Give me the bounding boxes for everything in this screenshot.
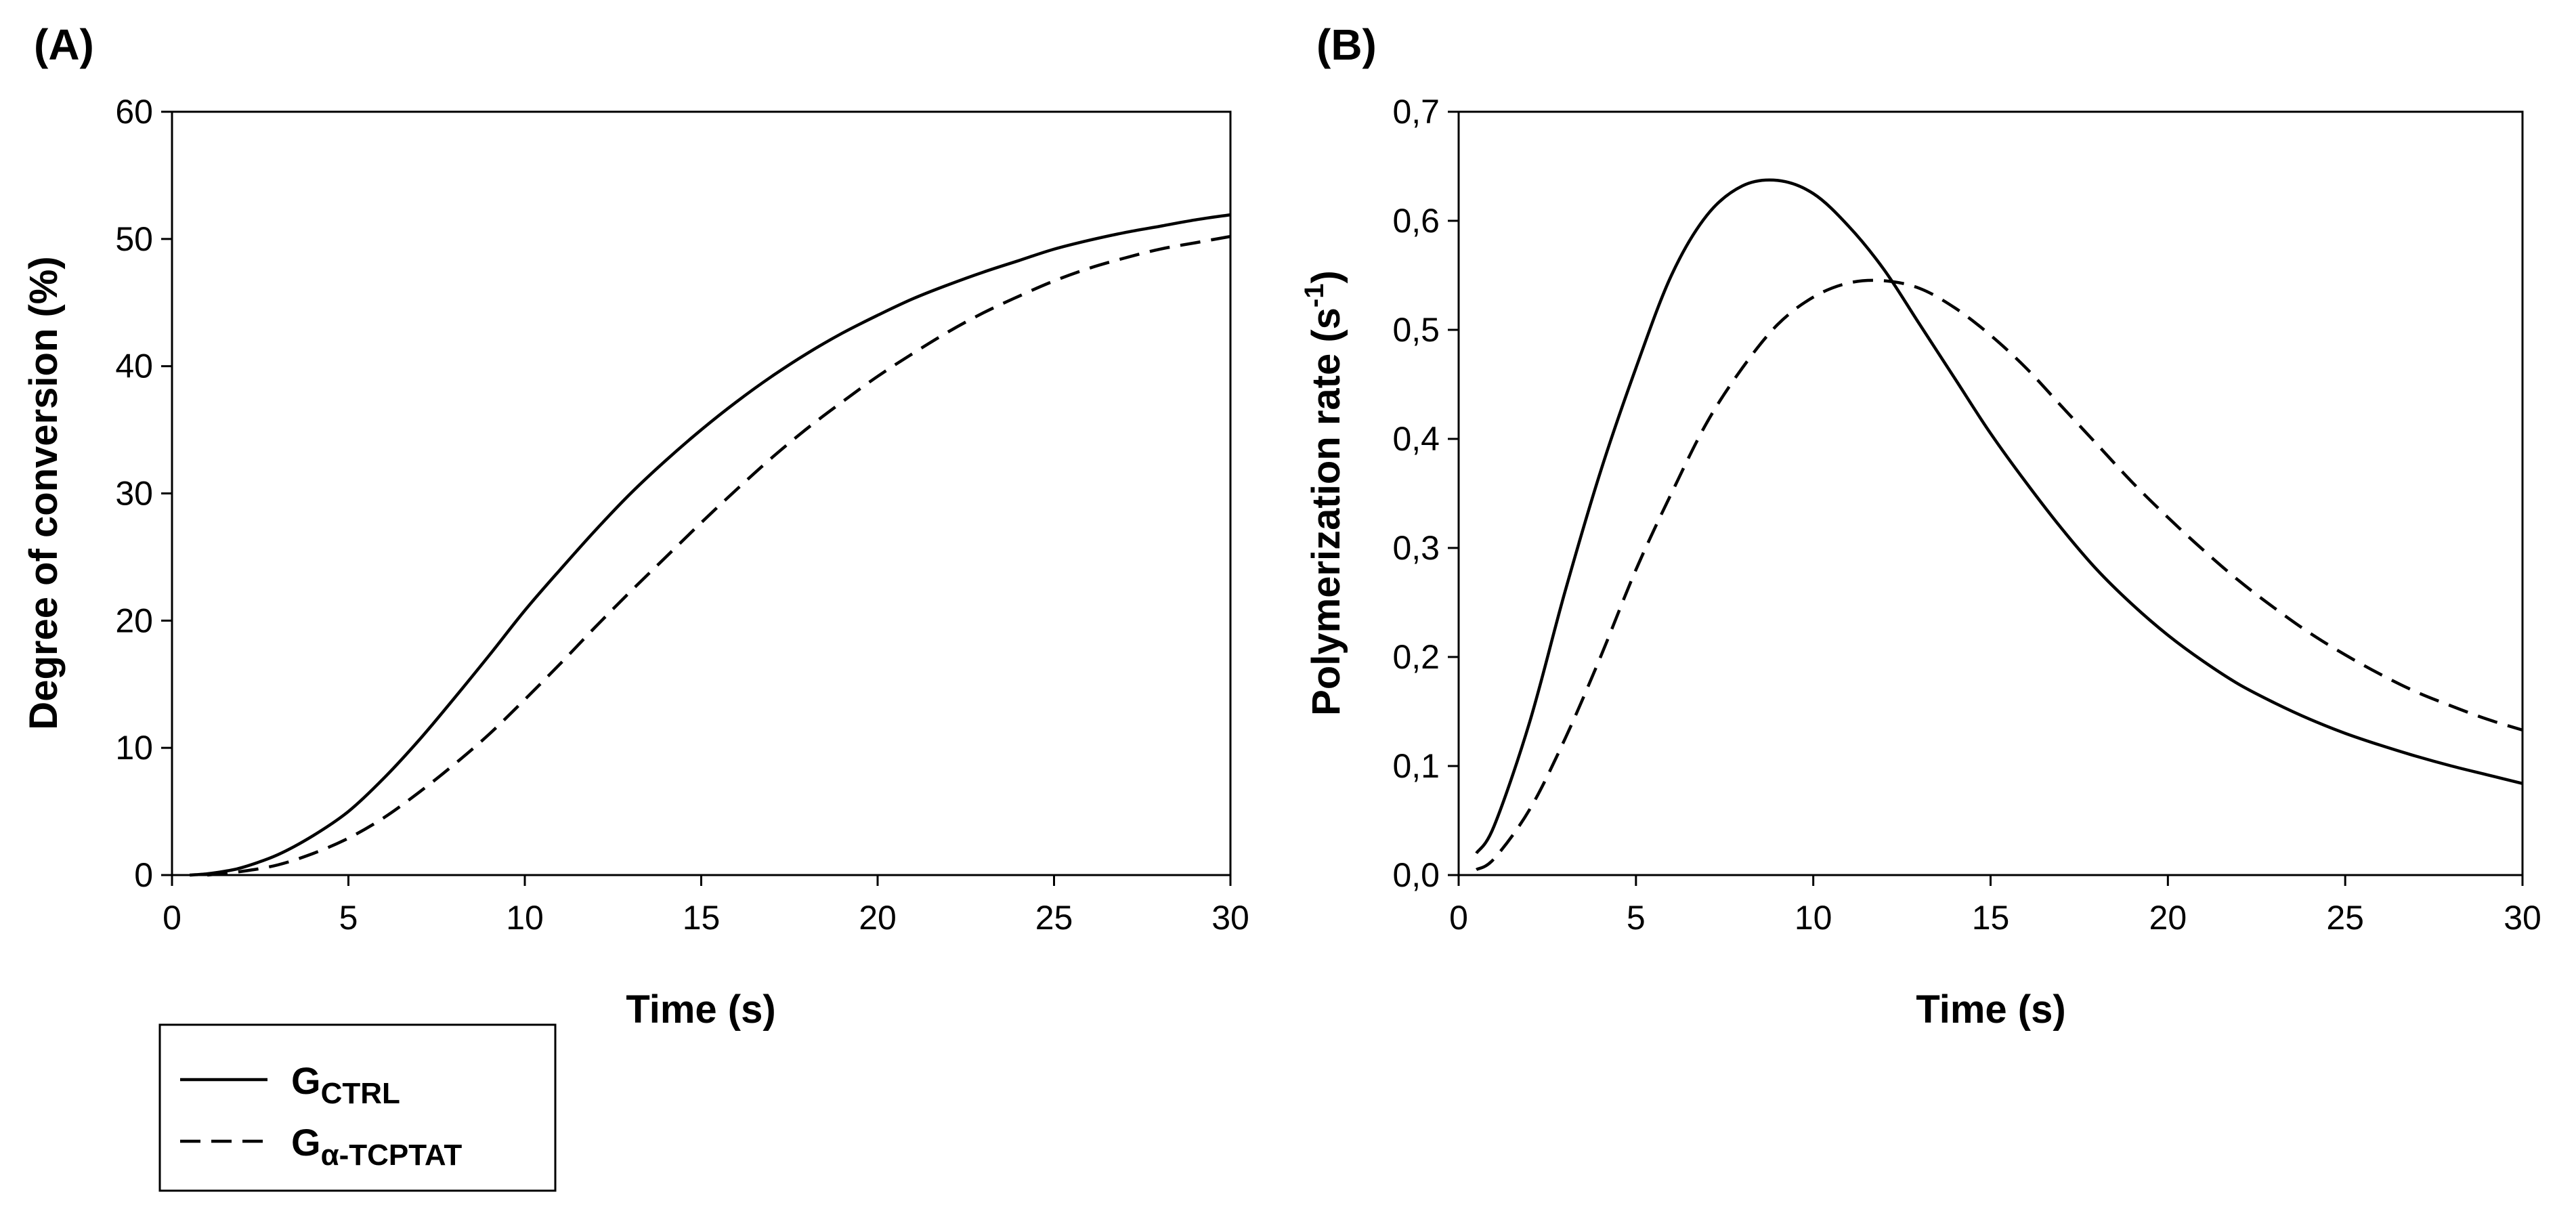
panel-b-x-tick-label: 30 <box>2504 899 2541 937</box>
panel-a-x-tick-label: 25 <box>1035 899 1073 937</box>
panel-b-y-axis-title-end: ) <box>1304 270 1348 283</box>
panel-b-y-tick-label: 0,5 <box>1392 311 1440 349</box>
panel-b-y-axis-title-sup: -1 <box>1300 284 1329 308</box>
panel-b-y-tick-label: 0,3 <box>1392 529 1440 567</box>
panel-b-y-tick-label: 0,1 <box>1392 747 1440 785</box>
panel-b-plot-frame <box>1457 110 2524 876</box>
panel-a-y-tick-label: 0 <box>134 856 153 894</box>
panel-b-x-ticks: 0 5 10 15 20 25 30 <box>1449 875 2541 937</box>
panel-a-x-tick-label: 0 <box>163 899 181 937</box>
panel-b-x-tick-label: 20 <box>2149 899 2187 937</box>
panel-b-x-tick-label: 0 <box>1449 899 1468 937</box>
panel-a-series <box>189 213 1231 877</box>
legend-label-ctrl: GCTRL <box>291 1059 400 1110</box>
panel-b-y-tick-label: 0,6 <box>1392 202 1440 240</box>
panel-b-y-tick-label: 0,2 <box>1392 638 1440 676</box>
panel-a-y-tick-label: 30 <box>115 475 153 513</box>
panel-a-y-ticks: 0 10 20 30 40 50 60 <box>115 93 172 894</box>
panel-b-label: (B) <box>1316 20 1377 69</box>
legend-frame <box>158 1023 557 1192</box>
panel-a-y-tick-label: 40 <box>115 347 153 385</box>
panel-b-y-ticks: 0,0 0,1 0,2 0,3 0,4 0,5 0,6 0,7 <box>1392 93 1459 894</box>
panel-a-x-tick-label: 15 <box>683 899 721 937</box>
legend: GCTRL Gα-TCPTAT <box>158 1023 557 1192</box>
panel-b-x-axis-title: Time (s) <box>1916 987 2065 1032</box>
panel-a-x-tick-label: 30 <box>1211 899 1249 937</box>
panel-a-series-tcptat-line <box>207 234 1231 877</box>
panel-b-y-axis-title-main: Polymerization rate (s <box>1304 307 1348 716</box>
panel-a-y-tick-label: 20 <box>115 601 153 639</box>
panel-a-y-tick-label: 60 <box>115 93 153 131</box>
panel-b-x-tick-label: 10 <box>1795 899 1832 937</box>
panel-b-y-tick-label: 0,7 <box>1392 93 1440 131</box>
panel-b-series-tcptat-line <box>1476 278 2523 872</box>
panel-b-chart: (B) 0 5 10 15 20 25 30 0,00,10,20,30,40,50,60,… <box>1300 20 2541 1032</box>
panel-a-y-axis-title: Degree of conversion (%) <box>22 256 66 729</box>
legend-label-tcptat-letter: G <box>291 1121 321 1164</box>
panel-a-x-tick-label: 5 <box>339 899 358 937</box>
panel-a-x-tick-label: 10 <box>506 899 544 937</box>
panel-a-y-tick-label: 10 <box>115 729 153 767</box>
legend-label-ctrl-sub: CTRL <box>321 1077 400 1110</box>
panel-b-y-tick-label: 0,0 <box>1392 856 1440 894</box>
panel-b-y-tick-label: 0,4 <box>1392 420 1440 458</box>
legend-label-tcptat: Gα-TCPTAT <box>291 1121 462 1172</box>
legend-label-tcptat-sub: α-TCPTAT <box>321 1139 463 1172</box>
panel-b-series-ctrl-line <box>1475 178 2523 855</box>
panel-a-plot-frame <box>171 110 1232 876</box>
panel-a-x-tick-label: 20 <box>859 899 897 937</box>
panel-a-series-ctrl-line <box>189 213 1231 877</box>
panel-a-x-axis-title: Time (s) <box>626 987 775 1032</box>
panel-a-label: (A) <box>34 20 94 69</box>
panel-b-series <box>1475 178 2523 872</box>
panel-b-x-tick-label: 5 <box>1627 899 1646 937</box>
panel-a-y-tick-label: 50 <box>115 220 153 258</box>
legend-label-ctrl-letter: G <box>291 1059 321 1102</box>
panel-b-x-tick-label: 25 <box>2326 899 2364 937</box>
panel-a-x-ticks: 0 5 10 15 20 25 30 <box>163 875 1249 937</box>
panel-b-x-tick-label: 15 <box>1972 899 2010 937</box>
panel-b-y-axis-title: Polymerization rate (s-1) <box>1300 270 1348 716</box>
